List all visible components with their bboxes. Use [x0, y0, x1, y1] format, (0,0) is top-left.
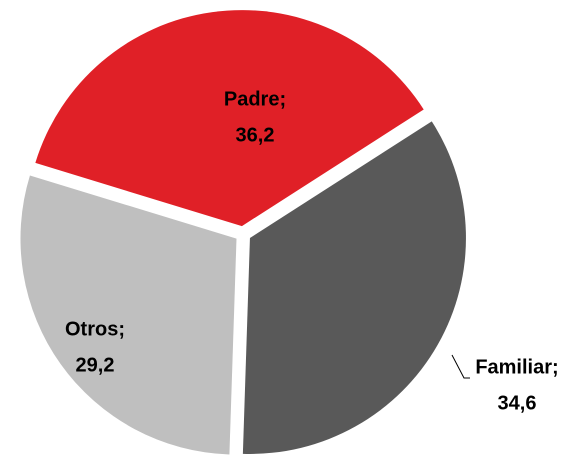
slice-label: Padre;	[224, 88, 286, 110]
leader-line	[451, 354, 470, 379]
slice-label: Otros;	[65, 318, 125, 340]
value-label: 29,2	[76, 354, 115, 376]
value-label: 36,2	[236, 124, 275, 146]
pie-slice	[35, 10, 424, 227]
slice-label: Familiar;	[475, 356, 558, 378]
pie-slice	[242, 121, 466, 454]
pie-slice	[20, 175, 237, 455]
value-label: 34,6	[498, 392, 537, 414]
